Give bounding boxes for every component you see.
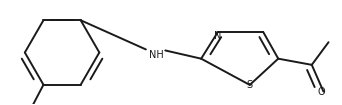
Text: NH: NH (148, 50, 163, 60)
Text: O: O (317, 87, 325, 97)
Text: S: S (247, 80, 253, 90)
Text: N: N (214, 31, 222, 41)
